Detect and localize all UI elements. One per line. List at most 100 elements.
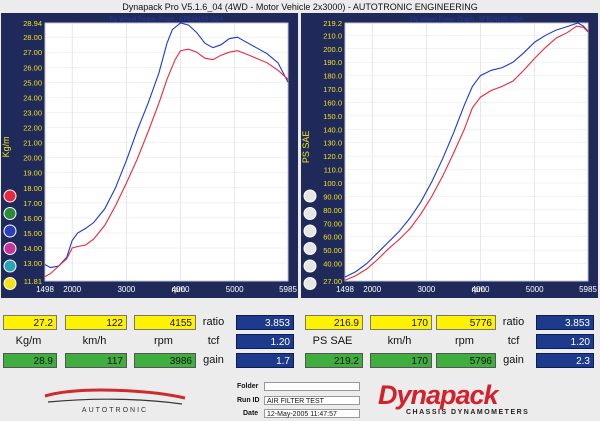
torque-ratio-value: 3.853 xyxy=(236,315,294,330)
power-speed-1: 170 xyxy=(370,315,432,330)
power-rpm-unit-label: rpm xyxy=(455,335,474,347)
power-unit-label: PS SAE xyxy=(312,335,353,347)
run-id-label: Run ID xyxy=(237,397,260,404)
plot-area xyxy=(44,22,289,282)
torque-value-2: 28.9 xyxy=(3,353,57,368)
y-tick-label: 210.0 xyxy=(323,31,342,40)
y-tick-label: 22.00 xyxy=(23,124,42,133)
legend-dot xyxy=(3,259,17,273)
y-axis-label: PS SAE xyxy=(301,131,311,164)
y-tick-label: 200.0 xyxy=(323,45,342,54)
torque-chart-panel: Fly Wheel Torque Graph : SFB2415S-GDA 149… xyxy=(1,13,298,298)
x-tick-label: 5000 xyxy=(526,285,544,294)
torque-rpm-2: 3986 xyxy=(134,353,196,368)
y-tick-label: 18.00 xyxy=(23,184,42,193)
power-tcf-value: 1.20 xyxy=(536,334,594,349)
torque-tcf-label: tcf xyxy=(207,335,220,347)
y-tick-label: 11.81 xyxy=(24,277,42,286)
y-tick-label: 80.00 xyxy=(323,206,342,215)
folder-label: Folder xyxy=(237,383,259,390)
y-tick-label: 14.00 xyxy=(23,244,42,253)
torque-speed-2: 117 xyxy=(65,353,127,368)
y-tick-label: 150.0 xyxy=(323,112,342,121)
y-tick-label: 21.00 xyxy=(23,139,42,148)
torque-tcf-value: 1.20 xyxy=(236,334,294,349)
legend-dot xyxy=(303,189,317,203)
y-tick-label: 17.00 xyxy=(23,199,42,208)
y-tick-label: 13.00 xyxy=(23,259,42,268)
series-line-2 xyxy=(44,48,289,278)
legend-dot xyxy=(303,242,317,255)
power-value-1: 216.9 xyxy=(305,315,363,330)
torque-chart: Fly Wheel Torque Graph : SFB2415S-GDA 149… xyxy=(1,17,297,294)
autotronic-logo: AUTOTRONIC xyxy=(44,388,186,414)
torque-speed-unit-label: km/h xyxy=(82,335,107,347)
y-tick-label: 20.00 xyxy=(23,154,42,163)
legend-dot xyxy=(303,277,317,290)
x-tick-label: 5985 xyxy=(579,285,597,294)
folder-field xyxy=(264,382,360,391)
x-tick-label: 4000 xyxy=(172,285,190,294)
torque-rpm-1: 4155 xyxy=(134,315,196,330)
power-tcf-label: tcf xyxy=(507,335,520,347)
y-tick-label: 24.00 xyxy=(23,93,42,102)
y-tick-label: 120.0 xyxy=(323,152,342,161)
y-tick-label: 26.00 xyxy=(23,63,42,72)
chart-title: Fly Wheel Power Graph : SFB2415S-GDA xyxy=(410,17,523,23)
legend-dot xyxy=(303,207,317,220)
y-tick-label: 130.0 xyxy=(323,139,342,148)
power-ratio-label: ratio xyxy=(502,316,525,328)
torque-unit-label: Kg/m xyxy=(15,335,42,347)
legend-dot xyxy=(3,207,17,220)
y-tick-label: 70.00 xyxy=(323,219,342,228)
torque-rpm-unit-label: rpm xyxy=(154,335,173,347)
legend-dot xyxy=(3,189,17,203)
x-tick-label: 4000 xyxy=(472,285,490,294)
power-ratio-value: 3.853 xyxy=(536,315,594,330)
torque-speed-1: 122 xyxy=(65,315,127,330)
series-line-1 xyxy=(344,22,589,278)
torque-gain-value: 1.7 xyxy=(236,353,294,368)
chart-title: Fly Wheel Torque Graph : SFB2415S-GDA xyxy=(110,17,224,23)
plot-area xyxy=(344,22,589,282)
torque-ratio-label: ratio xyxy=(202,316,225,328)
y-tick-label: 23.00 xyxy=(23,108,42,117)
x-tick-label: 1498 xyxy=(336,285,354,294)
dynapack-logo: Dynapack CHASSIS DYNAMOMETERS xyxy=(378,382,588,418)
power-chart-panel: Fly Wheel Power Graph : SFB2415S-GDA 1498… xyxy=(301,13,598,298)
y-tick-label: 19.00 xyxy=(23,169,42,178)
dynapack-brand-text: Dynapack xyxy=(378,380,499,410)
date-field: 12-May-2005 11:47:57 xyxy=(264,409,360,418)
torque-value-1: 27.2 xyxy=(3,315,57,330)
y-tick-label: 100.0 xyxy=(323,179,342,188)
x-axis-label: rpm xyxy=(171,285,185,294)
y-tick-label: 28.00 xyxy=(23,33,42,42)
power-value-2: 219.2 xyxy=(305,353,363,368)
y-axis-label: Kg/m xyxy=(1,136,11,157)
y-tick-label: 28.94 xyxy=(23,19,42,28)
power-gain-value: 2.3 xyxy=(536,353,594,368)
app-title: Dynapack Pro V5.1.6_04 (4WD - Motor Vehi… xyxy=(122,2,478,12)
y-tick-label: 180.0 xyxy=(323,72,342,81)
y-tick-label: 110.0 xyxy=(324,166,342,175)
y-tick-label: 90.00 xyxy=(323,192,342,201)
y-tick-label: 60.00 xyxy=(323,233,342,242)
torque-gain-label: gain xyxy=(203,354,224,366)
y-tick-label: 50.00 xyxy=(323,246,342,255)
x-tick-label: 2000 xyxy=(363,285,381,294)
autotronic-logo-text: AUTOTRONIC xyxy=(82,407,148,414)
y-tick-label: 27.00 xyxy=(23,48,42,57)
y-tick-label: 160.0 xyxy=(323,98,342,107)
x-tick-label: 3000 xyxy=(117,285,135,294)
legend-dot xyxy=(303,259,317,273)
y-tick-label: 27.00 xyxy=(323,277,342,286)
legend-dot xyxy=(3,242,17,255)
series-line-1 xyxy=(44,22,289,269)
y-tick-label: 15.00 xyxy=(23,229,42,238)
run-id-field: AIR FILTER TEST xyxy=(264,396,360,405)
power-gain-label: gain xyxy=(503,354,524,366)
y-tick-label: 170.0 xyxy=(323,85,342,94)
y-tick-label: 219.2 xyxy=(323,19,342,28)
legend-dot xyxy=(3,277,17,290)
x-tick-label: 3000 xyxy=(417,285,435,294)
